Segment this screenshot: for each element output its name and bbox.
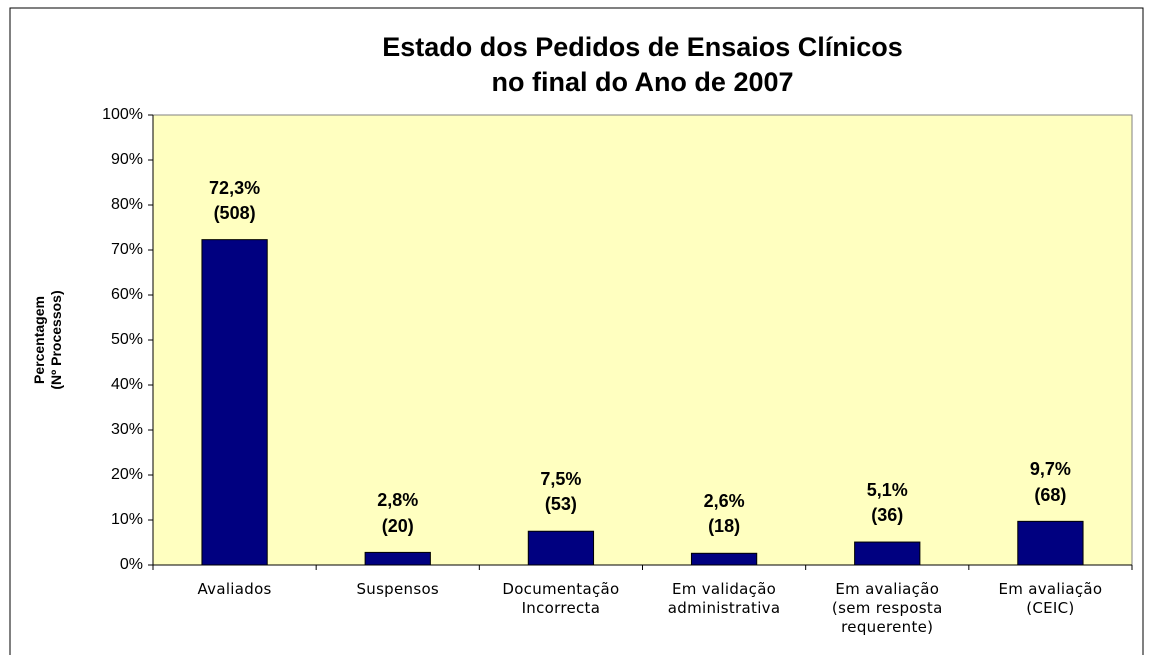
y-tick-label: 20% (111, 466, 143, 483)
value-label: 5,1% (36) (866, 480, 908, 526)
x-tick-label: Em avaliação (CEIC) (998, 580, 1103, 617)
bar (364, 551, 431, 566)
value-label: 2,8% (20) (377, 490, 419, 536)
y-tick-label: 100% (102, 106, 143, 123)
y-tick-label: 80% (111, 196, 143, 213)
bar (690, 552, 758, 566)
value-label: 7,5% (53) (540, 469, 582, 515)
x-tick-label: Em validação administrativa (667, 580, 781, 617)
x-tick-label: Suspensos (356, 580, 440, 598)
chart-title: Estado dos Pedidos de Ensaios Clínicos n… (382, 32, 903, 98)
y-tick-label: 10% (111, 511, 143, 528)
plot-area (152, 114, 1133, 566)
value-label: 72,3% (508) (209, 177, 261, 223)
bar (527, 530, 595, 566)
value-label: 9,7% (68) (1029, 459, 1071, 505)
y-tick-label: 0% (120, 556, 143, 573)
bar (854, 541, 921, 566)
y-tick-label: 30% (111, 421, 143, 438)
y-tick-label: 70% (111, 241, 143, 258)
bar (201, 239, 268, 566)
x-tick-label: Avaliados (197, 580, 272, 598)
x-tick-label: Documentação Incorrecta (502, 580, 620, 617)
y-tick-label: 90% (111, 151, 143, 168)
y-axis-label: Percentagem (Nº Processos) (31, 290, 64, 390)
x-tick-label: Em avaliação (sem resposta requerente) (831, 580, 943, 636)
y-tick-label: 40% (111, 376, 143, 393)
bar (1017, 520, 1084, 566)
value-label: 2,6% (18) (703, 491, 745, 537)
y-tick-label: 60% (111, 286, 143, 303)
y-tick-label: 50% (111, 331, 143, 348)
